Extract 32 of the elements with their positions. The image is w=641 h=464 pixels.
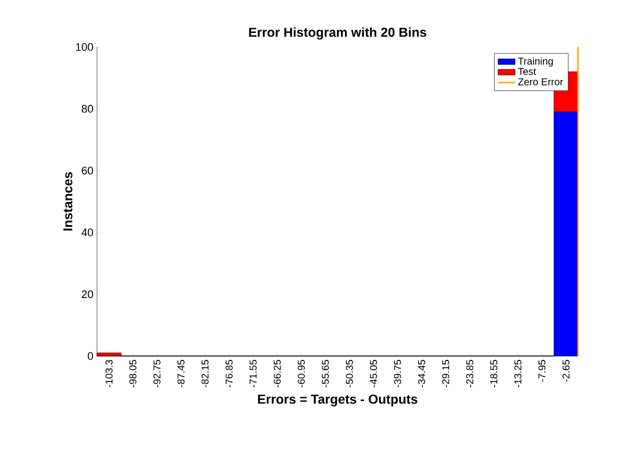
x-tick-label: -98.05 (129, 360, 136, 388)
x-tick-label: -103.3 (106, 360, 113, 388)
y-tick-label: 40 (82, 228, 94, 236)
x-tick-label: -18.55 (490, 360, 498, 388)
x-axis-title: Errors = Targets - Outputs (258, 394, 418, 406)
x-tick-label: -71.55 (250, 360, 257, 388)
x-tick-label: -29.15 (442, 360, 450, 388)
x-tick-label: -82.15 (202, 360, 209, 388)
chart-title: Error Histogram with 20 Bins (249, 27, 426, 40)
x-tick-label: -50.35 (346, 360, 353, 388)
x-tick-label: -55.65 (322, 360, 329, 388)
y-tick-label: 60 (82, 166, 94, 174)
x-tick-label: -39.75 (394, 360, 402, 388)
x-tick-label: -7.95 (538, 360, 546, 382)
x-tick-label: -60.95 (298, 360, 305, 388)
x-tick-label: -66.25 (274, 360, 281, 388)
ref-line-label: Zero Error (518, 78, 564, 86)
x-tick-label: -2.65 (562, 360, 570, 382)
x-tick-label: -76.85 (226, 360, 233, 388)
legend-label: Test (518, 68, 536, 75)
x-tick-label: -34.45 (418, 360, 426, 388)
y-tick-label: 0 (88, 352, 94, 360)
y-axis-title: Instances (63, 172, 72, 230)
y-tick-label: 80 (82, 104, 94, 113)
x-tick-label: -92.75 (153, 360, 160, 388)
y-tick-label: 20 (82, 290, 94, 298)
legend-label: Training (518, 57, 553, 67)
x-tick-label: -23.85 (466, 360, 474, 388)
y-tick-label: 100 (76, 43, 94, 51)
x-tick-label: -87.45 (177, 360, 185, 388)
x-tick-label: -45.05 (370, 360, 378, 388)
x-tick-label: -13.25 (514, 360, 522, 388)
